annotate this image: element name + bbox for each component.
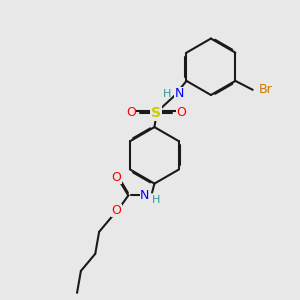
Text: S: S: [151, 106, 161, 120]
Text: O: O: [112, 204, 122, 217]
Text: O: O: [126, 106, 136, 119]
Text: N: N: [140, 189, 149, 202]
Text: H: H: [162, 89, 171, 99]
Text: N: N: [174, 87, 184, 100]
Text: O: O: [112, 171, 122, 184]
Text: Br: Br: [259, 83, 272, 96]
Text: H: H: [152, 195, 160, 205]
Text: O: O: [176, 106, 186, 119]
